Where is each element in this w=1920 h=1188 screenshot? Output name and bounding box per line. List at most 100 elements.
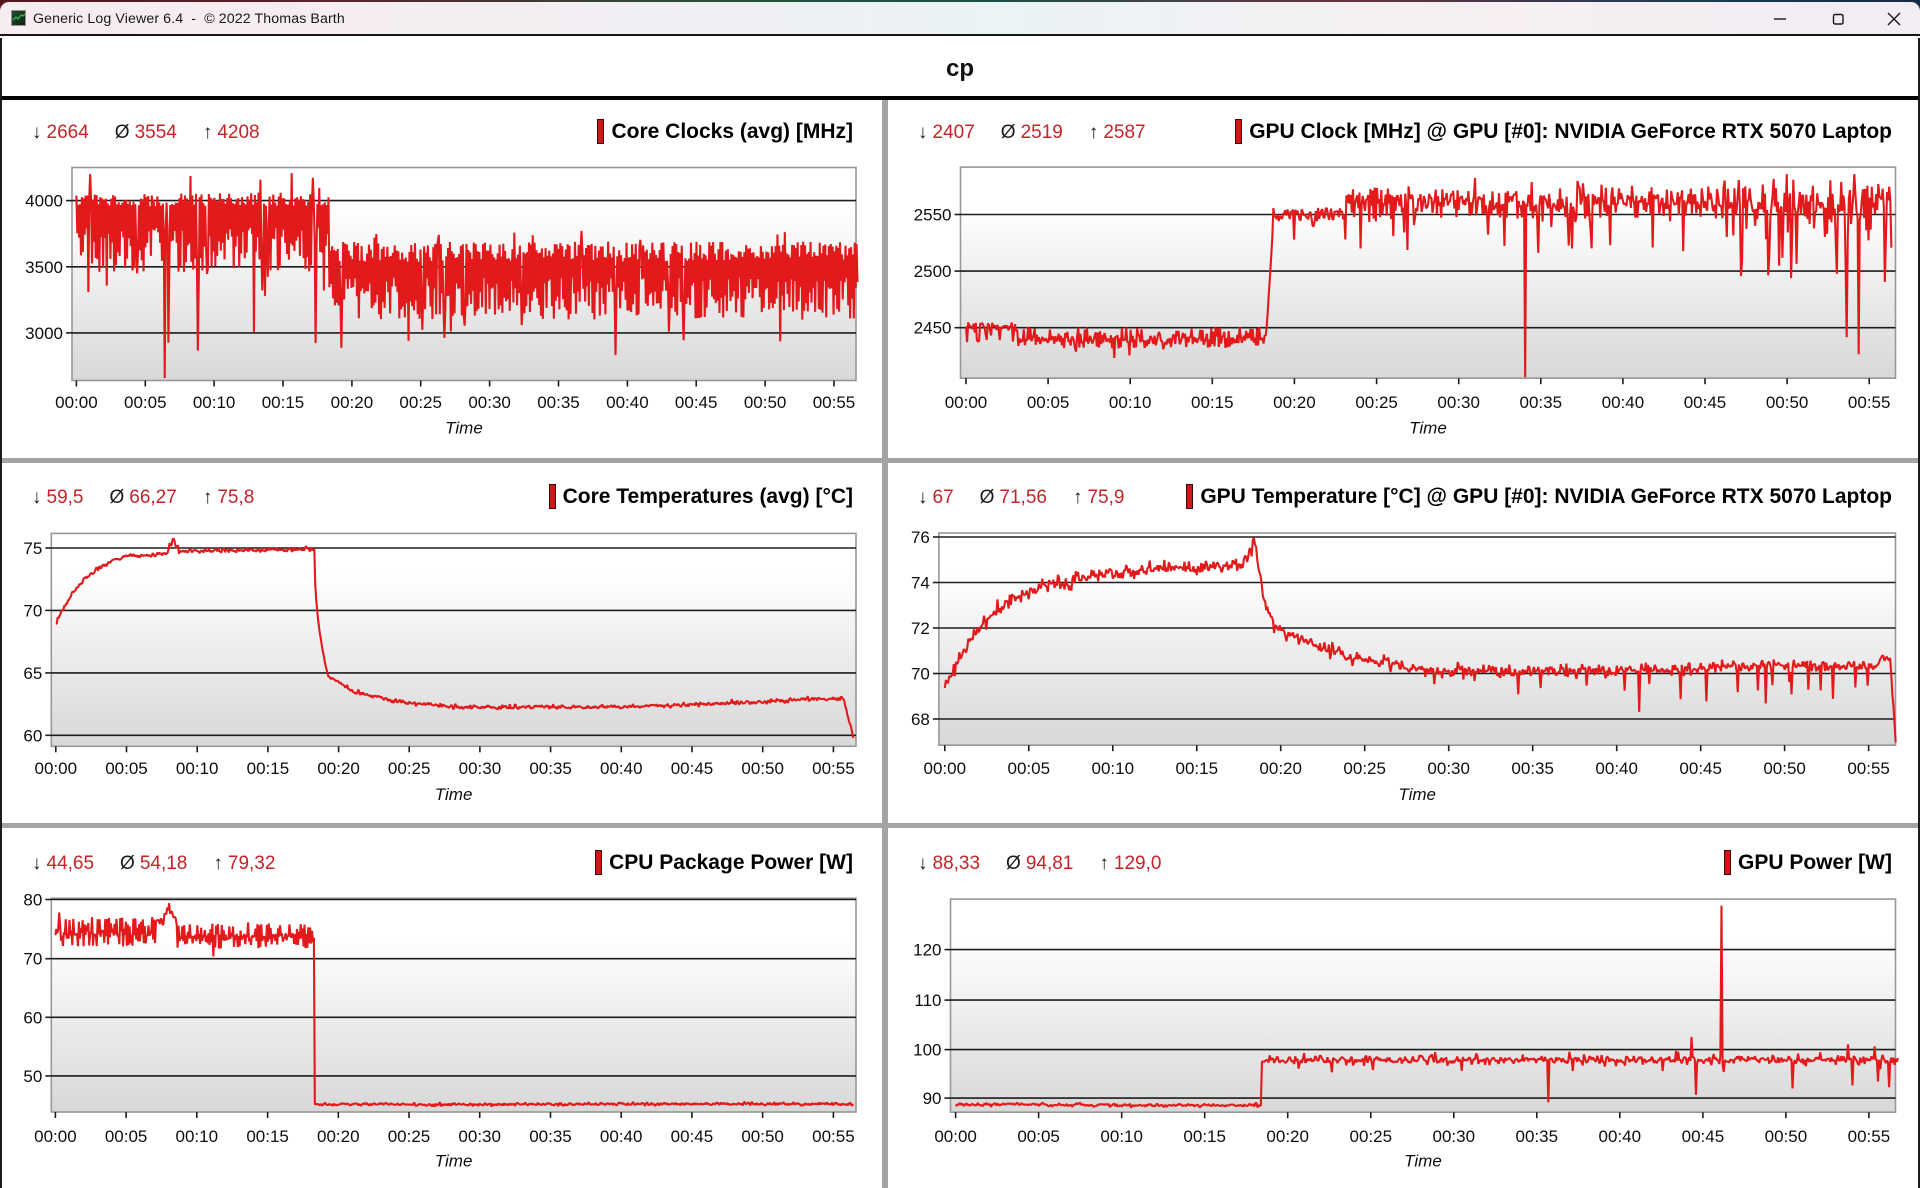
svg-text:68: 68 [911, 710, 930, 729]
svg-text:00:35: 00:35 [537, 393, 580, 412]
svg-text:Time: Time [1404, 1152, 1442, 1171]
svg-text:00:45: 00:45 [1684, 393, 1727, 412]
svg-text:00:25: 00:25 [1343, 759, 1386, 778]
svg-text:120: 120 [913, 941, 941, 960]
svg-text:00:30: 00:30 [459, 759, 502, 778]
svg-text:Time: Time [1398, 785, 1436, 804]
svg-text:00:05: 00:05 [1008, 759, 1051, 778]
svg-text:00:50: 00:50 [741, 759, 784, 778]
svg-text:00:45: 00:45 [671, 1127, 714, 1146]
svg-text:00:50: 00:50 [1766, 393, 1809, 412]
svg-text:00:25: 00:25 [388, 1127, 431, 1146]
svg-text:00:40: 00:40 [1599, 1127, 1642, 1146]
svg-text:70: 70 [911, 665, 930, 684]
svg-text:00:40: 00:40 [1602, 393, 1645, 412]
svg-text:00:00: 00:00 [924, 759, 967, 778]
svg-text:72: 72 [911, 619, 930, 638]
svg-text:00:15: 00:15 [1183, 1127, 1226, 1146]
svg-text:2450: 2450 [914, 319, 952, 338]
svg-text:2500: 2500 [914, 262, 952, 281]
svg-text:00:25: 00:25 [1355, 393, 1398, 412]
svg-text:00:20: 00:20 [1273, 393, 1316, 412]
svg-text:00:35: 00:35 [1520, 393, 1563, 412]
svg-text:Time: Time [1409, 419, 1447, 438]
svg-text:00:55: 00:55 [813, 393, 856, 412]
svg-text:70: 70 [23, 601, 42, 620]
svg-text:00:25: 00:25 [399, 393, 442, 412]
svg-text:00:05: 00:05 [124, 393, 167, 412]
svg-text:00:30: 00:30 [458, 1127, 501, 1146]
svg-text:00:10: 00:10 [1100, 1127, 1143, 1146]
svg-text:74: 74 [911, 574, 930, 593]
svg-text:Time: Time [445, 419, 483, 438]
svg-text:00:40: 00:40 [600, 1127, 643, 1146]
svg-text:00:50: 00:50 [1763, 759, 1806, 778]
svg-text:60: 60 [23, 726, 42, 745]
svg-text:00:40: 00:40 [1595, 759, 1638, 778]
svg-text:100: 100 [913, 1041, 941, 1060]
svg-text:00:20: 00:20 [331, 393, 374, 412]
svg-text:00:35: 00:35 [1516, 1127, 1559, 1146]
svg-text:00:20: 00:20 [317, 1127, 360, 1146]
svg-text:00:10: 00:10 [176, 1127, 219, 1146]
svg-text:00:05: 00:05 [105, 1127, 148, 1146]
svg-text:00:30: 00:30 [468, 393, 511, 412]
svg-text:00:15: 00:15 [1191, 393, 1234, 412]
svg-text:00:00: 00:00 [35, 759, 78, 778]
svg-text:00:15: 00:15 [1176, 759, 1219, 778]
svg-text:3000: 3000 [25, 324, 63, 343]
svg-text:00:20: 00:20 [317, 759, 360, 778]
svg-text:00:45: 00:45 [671, 759, 714, 778]
svg-text:80: 80 [23, 891, 42, 910]
svg-text:00:10: 00:10 [193, 393, 236, 412]
svg-text:00:00: 00:00 [55, 393, 98, 412]
svg-text:00:35: 00:35 [529, 1127, 572, 1146]
svg-text:00:45: 00:45 [675, 393, 718, 412]
svg-text:90: 90 [923, 1089, 942, 1108]
svg-text:00:50: 00:50 [744, 393, 787, 412]
svg-text:00:05: 00:05 [105, 759, 148, 778]
svg-text:2550: 2550 [914, 206, 952, 225]
svg-text:00:00: 00:00 [934, 1127, 977, 1146]
svg-text:00:20: 00:20 [1259, 759, 1302, 778]
svg-text:00:35: 00:35 [529, 759, 572, 778]
svg-text:00:15: 00:15 [246, 1127, 289, 1146]
svg-text:60: 60 [23, 1008, 42, 1027]
svg-text:00:55: 00:55 [812, 1127, 855, 1146]
svg-text:00:30: 00:30 [1427, 759, 1470, 778]
svg-text:Time: Time [435, 1152, 473, 1171]
svg-text:3500: 3500 [25, 258, 63, 277]
svg-text:00:00: 00:00 [945, 393, 988, 412]
svg-text:00:05: 00:05 [1027, 393, 1070, 412]
svg-text:00:15: 00:15 [247, 759, 290, 778]
svg-text:70: 70 [23, 950, 42, 969]
svg-text:00:40: 00:40 [606, 393, 649, 412]
svg-text:75: 75 [23, 539, 42, 558]
svg-text:00:20: 00:20 [1266, 1127, 1309, 1146]
svg-text:50: 50 [23, 1067, 42, 1086]
svg-text:00:30: 00:30 [1433, 1127, 1476, 1146]
svg-text:4000: 4000 [25, 192, 63, 211]
svg-text:00:10: 00:10 [1092, 759, 1135, 778]
svg-text:65: 65 [23, 664, 42, 683]
svg-text:00:10: 00:10 [176, 759, 219, 778]
svg-text:76: 76 [911, 528, 930, 547]
svg-text:110: 110 [914, 991, 941, 1010]
svg-text:00:05: 00:05 [1017, 1127, 1060, 1146]
svg-text:00:55: 00:55 [1848, 1127, 1891, 1146]
svg-text:00:50: 00:50 [1765, 1127, 1808, 1146]
svg-text:00:55: 00:55 [1847, 759, 1890, 778]
svg-text:00:40: 00:40 [600, 759, 643, 778]
svg-text:00:55: 00:55 [1848, 393, 1891, 412]
svg-text:00:00: 00:00 [34, 1127, 77, 1146]
svg-text:00:45: 00:45 [1679, 759, 1722, 778]
svg-text:00:50: 00:50 [741, 1127, 784, 1146]
svg-text:00:15: 00:15 [262, 393, 305, 412]
svg-text:00:25: 00:25 [388, 759, 431, 778]
svg-text:00:10: 00:10 [1109, 393, 1152, 412]
svg-text:00:45: 00:45 [1682, 1127, 1725, 1146]
svg-text:Time: Time [435, 785, 473, 804]
svg-text:00:25: 00:25 [1350, 1127, 1393, 1146]
svg-text:00:55: 00:55 [812, 759, 855, 778]
svg-text:00:30: 00:30 [1437, 393, 1480, 412]
